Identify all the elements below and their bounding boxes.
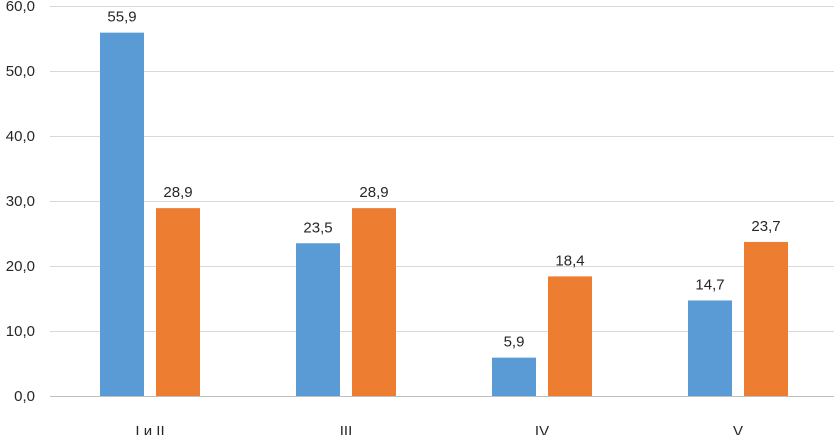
data-label: 23,7 [751,218,780,235]
bar-blue-4 [688,300,732,396]
x-tick-label: I и II [135,423,164,435]
bars [100,32,788,397]
data-label: 14,7 [695,276,724,293]
data-label: 18,4 [555,252,584,269]
x-tick-label: III [340,423,353,435]
y-tick-label: 40,0 [6,128,35,145]
data-label: 28,9 [359,184,388,201]
y-tick-label: 0,0 [14,388,35,405]
bar-orange-1 [156,208,200,396]
x-tick-label: V [733,423,743,435]
bar-orange-4 [744,241,788,396]
x-tick-label: IV [535,423,549,435]
y-axis-tick-labels: 0,0 10,0 20,0 30,0 40,0 50,0 60,0 [6,0,35,405]
data-label: 28,9 [163,184,192,201]
x-axis-tick-labels: I и II III IV V [135,423,743,435]
bar-orange-3 [548,276,592,396]
y-tick-label: 30,0 [6,193,35,210]
y-tick-label: 50,0 [6,63,35,80]
data-label: 55,9 [107,9,136,26]
bar-blue-3 [492,357,536,396]
y-tick-label: 10,0 [6,323,35,340]
y-tick-label: 20,0 [6,258,35,275]
bar-orange-2 [352,208,396,396]
data-labels: 55,9 28,9 23,5 28,9 5,9 18,4 14,7 23,7 [107,9,780,351]
y-tick-label: 60,0 [6,0,35,15]
data-label: 23,5 [303,219,332,236]
bar-blue-1 [100,32,144,397]
bar-blue-2 [296,243,340,396]
data-label: 5,9 [504,334,525,351]
